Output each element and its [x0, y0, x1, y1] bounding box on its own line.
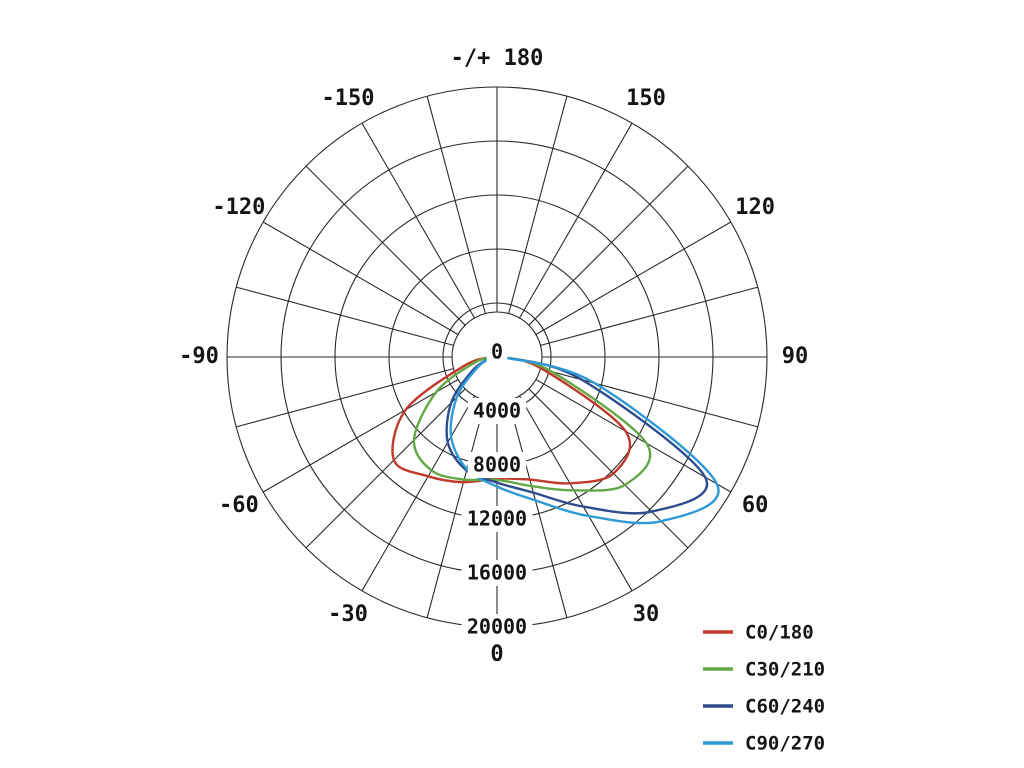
angle-label: 90	[782, 344, 809, 369]
legend: C0/180 C30/210 C60/240 C90/270	[703, 622, 825, 755]
angle-labels: -/+ 180 150 120 90 60 30 0 -30 -60 -90 -120 -150	[179, 46, 808, 667]
grid-spoke	[236, 286, 454, 346]
radial-label: 12000	[467, 507, 527, 531]
grid-spoke	[540, 286, 758, 346]
grid-spoke	[508, 400, 568, 618]
angle-label: -60	[219, 493, 259, 518]
grid-spoke	[262, 379, 459, 493]
radial-label: 8000	[473, 453, 521, 477]
grid-spoke	[305, 165, 466, 326]
grid-spoke	[361, 395, 475, 592]
radial-label: 20000	[467, 615, 527, 639]
radial-label-mask	[461, 560, 533, 586]
grid-spoke	[535, 379, 732, 493]
grid-spoke	[540, 368, 758, 428]
grid-spoke	[262, 221, 459, 335]
radial-label: 0	[491, 340, 503, 364]
radial-label: 16000	[467, 561, 527, 585]
grid-spoke	[535, 221, 732, 335]
legend-label: C30/210	[745, 659, 825, 681]
angle-label: -/+ 180	[451, 46, 544, 71]
angle-label: 30	[633, 602, 660, 627]
grid-spoke	[236, 368, 454, 428]
grid-spoke	[305, 388, 466, 549]
angle-label: -150	[322, 86, 375, 111]
angle-label: 120	[735, 195, 775, 220]
radial-label-mask	[467, 452, 527, 478]
grid-spoke	[519, 122, 633, 319]
grid-spoke	[426, 400, 486, 618]
curve-C90-270	[449, 353, 720, 525]
angle-label: 0	[490, 642, 503, 667]
grid-spoke	[426, 96, 486, 314]
grid-spoke	[361, 122, 475, 319]
radial-label-mask	[467, 398, 527, 424]
angle-label: -90	[179, 344, 219, 369]
angle-label: -30	[328, 602, 368, 627]
grid-spoke	[528, 165, 689, 326]
curve-C30-210	[412, 354, 652, 492]
legend-label: C0/180	[745, 622, 814, 644]
grid-spoke	[519, 395, 633, 592]
angle-label: -120	[212, 195, 265, 220]
grid-spoke	[508, 96, 568, 314]
radial-label: 4000	[473, 399, 521, 423]
radial-labels: 0 4000 8000 12000 16000 20000	[461, 339, 533, 640]
radial-label-mask	[486, 339, 508, 365]
radial-label-mask	[461, 506, 533, 532]
radial-label-mask	[461, 614, 533, 640]
legend-label: C90/270	[745, 733, 825, 755]
angle-label: 60	[742, 493, 769, 518]
intensity-curves	[391, 353, 720, 525]
legend-label: C60/240	[745, 696, 825, 718]
angle-label: 150	[626, 86, 666, 111]
curve-C0-180	[391, 354, 632, 485]
